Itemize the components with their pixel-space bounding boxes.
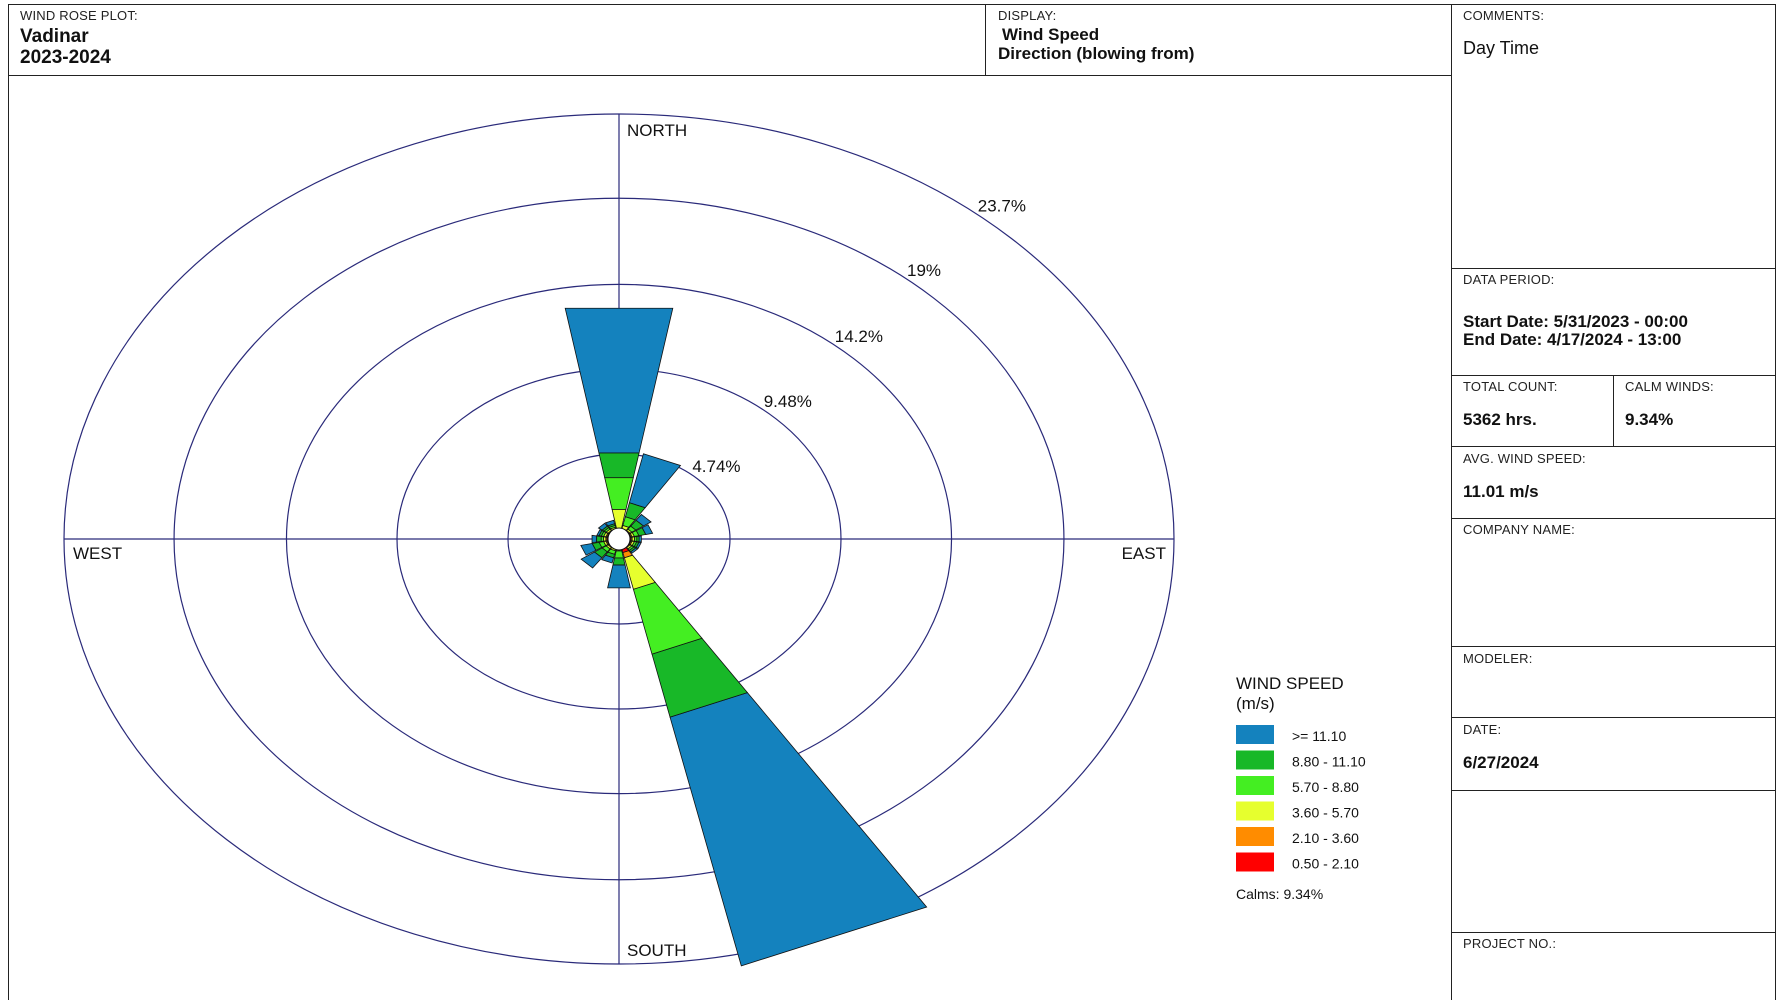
side-divider-6 xyxy=(1451,717,1776,718)
display-line-1: Wind Speed xyxy=(1002,25,1100,44)
modeler-label: MODELER: xyxy=(1463,651,1533,666)
end-date: End Date: 4/17/2024 - 13:00 xyxy=(1463,330,1682,349)
period-label: 2023-2024 xyxy=(20,47,111,68)
ring-label-3: 14.2% xyxy=(835,327,883,346)
legend-swatch-4 xyxy=(1236,776,1274,795)
company-label: COMPANY NAME: xyxy=(1463,522,1575,537)
legend-swatch-1 xyxy=(1236,852,1274,872)
display-label: DISPLAY: xyxy=(998,8,1057,23)
side-divider-5 xyxy=(1451,646,1776,647)
compass-east: EAST xyxy=(1122,544,1166,563)
legend-swatch-2 xyxy=(1236,827,1274,846)
legend-label-2: 2.10 - 3.60 xyxy=(1292,830,1359,846)
petal-w-bin-5 xyxy=(596,535,602,543)
legend-label-3: 3.60 - 5.70 xyxy=(1292,805,1359,821)
side-divider-8 xyxy=(1451,932,1776,933)
petal-s-bin-5 xyxy=(612,557,626,566)
legend-title: WIND SPEED xyxy=(1236,674,1344,693)
side-divider-1 xyxy=(1451,268,1776,269)
station-name: Vadinar xyxy=(20,26,89,47)
calm-winds-label: CALM WINDS: xyxy=(1625,379,1714,394)
compass-west: WEST xyxy=(73,544,122,563)
plot-label: WIND ROSE PLOT: xyxy=(20,8,138,23)
legend-calms: Calms: 9.34% xyxy=(1236,886,1323,902)
avg-speed-value: 11.01 m/s xyxy=(1463,482,1539,501)
petal-w-bin-6 xyxy=(591,534,598,544)
legend-label-6: >= 11.10 xyxy=(1292,728,1346,744)
petal-sse-bin-6 xyxy=(669,692,928,967)
ring-label-4: 19% xyxy=(907,261,941,280)
comments-label: COMMENTS: xyxy=(1463,8,1545,23)
legend-label-1: 0.50 - 2.10 xyxy=(1292,856,1359,872)
legend-swatch-6 xyxy=(1236,725,1274,744)
header-divider xyxy=(8,75,1451,76)
start-date: Start Date: 5/31/2023 - 00:00 xyxy=(1463,312,1688,331)
display-line-2: Direction (blowing from) xyxy=(998,44,1195,63)
date-label: DATE: xyxy=(1463,722,1502,737)
legend-swatch-5 xyxy=(1236,750,1274,770)
header-split xyxy=(985,4,986,75)
ring-label-2: 9.48% xyxy=(764,392,812,411)
petal-s-bin-4 xyxy=(614,550,624,559)
project-label: PROJECT NO.: xyxy=(1463,936,1557,951)
compass-south: SOUTH xyxy=(627,941,687,960)
total-count-label: TOTAL COUNT: xyxy=(1463,379,1558,394)
report-frame xyxy=(8,4,1776,1000)
petal-n-bin-5 xyxy=(598,452,640,479)
petal-n-bin-6 xyxy=(564,307,674,454)
date-value: 6/27/2024 xyxy=(1463,753,1539,772)
legend-swatch-3 xyxy=(1236,801,1274,821)
ring-label-5: 23.7% xyxy=(978,196,1026,215)
count-split xyxy=(1613,375,1614,446)
calm-winds-value: 9.34% xyxy=(1625,410,1674,429)
compass-north: NORTH xyxy=(627,121,687,140)
ring-label-1: 4.74% xyxy=(692,457,740,476)
petal-s-bin-6 xyxy=(607,564,631,589)
side-divider-4 xyxy=(1451,518,1776,519)
legend-unit: (m/s) xyxy=(1236,694,1275,713)
side-panel-border xyxy=(1451,4,1452,1000)
data-period-label: DATA PERIOD: xyxy=(1463,272,1555,287)
wind-rose-chart: 4.74% 9.48% 14.2% 19% 23.7% NORTH SOUTH EAST WES… xyxy=(63,113,1366,967)
comments-value: Day Time xyxy=(1463,38,1540,58)
total-count-value: 5362 hrs. xyxy=(1463,410,1537,429)
calm-circle xyxy=(607,527,631,551)
legend-label-4: 5.70 - 8.80 xyxy=(1292,779,1359,795)
side-divider-3 xyxy=(1451,446,1776,447)
side-divider-7 xyxy=(1451,790,1776,791)
legend-label-5: 8.80 - 11.10 xyxy=(1292,754,1366,770)
avg-speed-label: AVG. WIND SPEED: xyxy=(1463,451,1586,466)
